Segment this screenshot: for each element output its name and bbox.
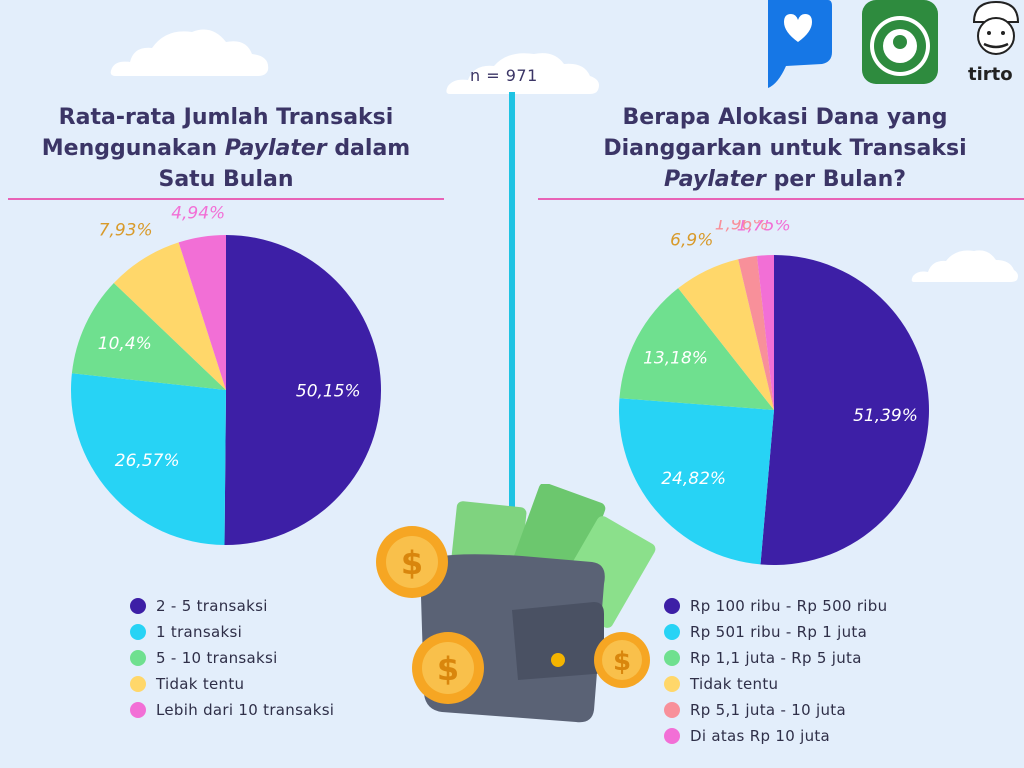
- legend-label: Lebih dari 10 transaksi: [156, 701, 335, 719]
- left-title-line-2b: dalam: [334, 136, 411, 161]
- legend-color-dot: [130, 676, 146, 692]
- legend-item: Tidak tentu: [664, 671, 887, 697]
- left-pie-chart: 50,15% 26,57% 10,4% 7,93% 4,94%: [71, 203, 382, 545]
- pie-slice-label: 6,9%: [670, 231, 713, 251]
- svg-text:$: $: [613, 647, 631, 677]
- pie-slice-label: 4,94%: [171, 203, 225, 223]
- pie-slice-label: 24,82%: [661, 469, 726, 489]
- legend-item: Tidak tentu: [130, 671, 334, 697]
- sample-size-label: n = 971: [470, 66, 538, 85]
- wallet-money-illustration: $ $ $: [376, 484, 656, 723]
- tirto-mascot-icon: [972, 0, 1020, 55]
- svg-text:$: $: [437, 650, 459, 688]
- cloud-decoration: [911, 250, 1018, 282]
- pie-slice-label: 1,96%: [715, 220, 769, 235]
- svg-text:$: $: [401, 544, 423, 582]
- legend-item: 5 - 10 transaksi: [130, 645, 334, 671]
- right-pie-chart: 51,39% 24,82% 13,18% 6,9%1,96%1,75%: [619, 220, 929, 565]
- left-title-italic: Paylater: [224, 136, 327, 161]
- legend-color-dot: [664, 598, 680, 614]
- legend-color-dot: [130, 650, 146, 666]
- pie-slice-label: 1,75%: [737, 220, 791, 235]
- right-title-line-1: Berapa Alokasi Dana yang: [622, 105, 948, 130]
- legend-color-dot: [664, 650, 680, 666]
- tirto-logo-text: tirto: [968, 64, 1013, 85]
- pie-slice: [760, 255, 929, 565]
- left-title-underline: [8, 198, 444, 200]
- legend-label: 5 - 10 transaksi: [156, 649, 278, 667]
- legend-item: Rp 1,1 juta - Rp 5 juta: [664, 645, 887, 671]
- right-chart-title: Berapa Alokasi Dana yang Dianggarkan unt…: [560, 102, 1010, 195]
- legend-color-dot: [130, 624, 146, 640]
- legend-color-dot: [664, 624, 680, 640]
- right-legend: Rp 100 ribu - Rp 500 ribu Rp 501 ribu - R…: [664, 593, 887, 749]
- legend-color-dot: [130, 598, 146, 614]
- legend-item: Rp 100 ribu - Rp 500 ribu: [664, 593, 887, 619]
- legend-label: Tidak tentu: [156, 675, 245, 693]
- left-title-line-1: Rata-rata Jumlah Transaksi: [58, 105, 394, 130]
- legend-item: 1 transaksi: [130, 619, 334, 645]
- legend-label: Rp 501 ribu - Rp 1 juta: [690, 623, 868, 641]
- pie-slice: [178, 235, 226, 390]
- legend-color-dot: [664, 676, 680, 692]
- right-title-line-3: per Bulan?: [773, 167, 906, 192]
- legend-color-dot: [664, 728, 680, 744]
- pie-slice-label: 7,93%: [99, 221, 153, 241]
- legend-label: 2 - 5 transaksi: [156, 597, 268, 615]
- pie-slice: [738, 255, 774, 410]
- pie-slice-label: 51,39%: [853, 406, 918, 426]
- pie-slice: [224, 235, 382, 545]
- legend-label: Rp 100 ribu - Rp 500 ribu: [690, 597, 888, 615]
- pie-slice-label: 13,18%: [643, 348, 708, 368]
- left-legend: 2 - 5 transaksi 1 transaksi 5 - 10 transak…: [130, 593, 334, 723]
- cloud-decoration: [446, 53, 599, 94]
- pie-slice: [71, 282, 226, 390]
- chat-bubble-logo-icon: [768, 0, 832, 88]
- legend-color-dot: [664, 702, 680, 718]
- left-title-line-2: Menggunakan: [41, 136, 218, 161]
- center-divider-line: [509, 92, 515, 512]
- legend-label: Rp 5,1 juta - 10 juta: [690, 701, 846, 719]
- legend-label: 1 transaksi: [156, 623, 243, 641]
- right-title-line-2: Dianggarkan untuk Transaksi: [603, 136, 967, 161]
- legend-item: Di atas Rp 10 juta: [664, 723, 887, 749]
- left-chart-title: Rata-rata Jumlah Transaksi Menggunakan P…: [14, 102, 438, 195]
- pie-slice: [756, 255, 774, 410]
- legend-item: Rp 5,1 juta - 10 juta: [664, 697, 887, 723]
- right-title-underline: [538, 198, 1024, 200]
- legend-item: Rp 501 ribu - Rp 1 juta: [664, 619, 887, 645]
- legend-label: Rp 1,1 juta - Rp 5 juta: [690, 649, 862, 667]
- pie-slice: [678, 259, 774, 410]
- pie-slice: [71, 373, 227, 545]
- legend-item: Lebih dari 10 transaksi: [130, 697, 334, 723]
- right-title-italic: Paylater: [664, 167, 766, 192]
- pie-slice-label: 26,57%: [115, 451, 180, 471]
- pie-slice-label: 10,4%: [98, 334, 152, 354]
- left-title-line-3: Satu Bulan: [158, 167, 294, 192]
- cloud-decoration: [110, 29, 269, 77]
- pie-slice: [619, 398, 774, 565]
- pie-slice-label: 50,15%: [296, 381, 361, 401]
- legend-label: Di atas Rp 10 juta: [690, 727, 831, 745]
- pie-slice: [619, 288, 774, 410]
- pie-slice: [113, 242, 226, 390]
- legend-label: Tidak tentu: [690, 675, 779, 693]
- ifcn-signatory-badge-icon: [862, 0, 938, 84]
- legend-item: 2 - 5 transaksi: [130, 593, 334, 619]
- legend-color-dot: [130, 702, 146, 718]
